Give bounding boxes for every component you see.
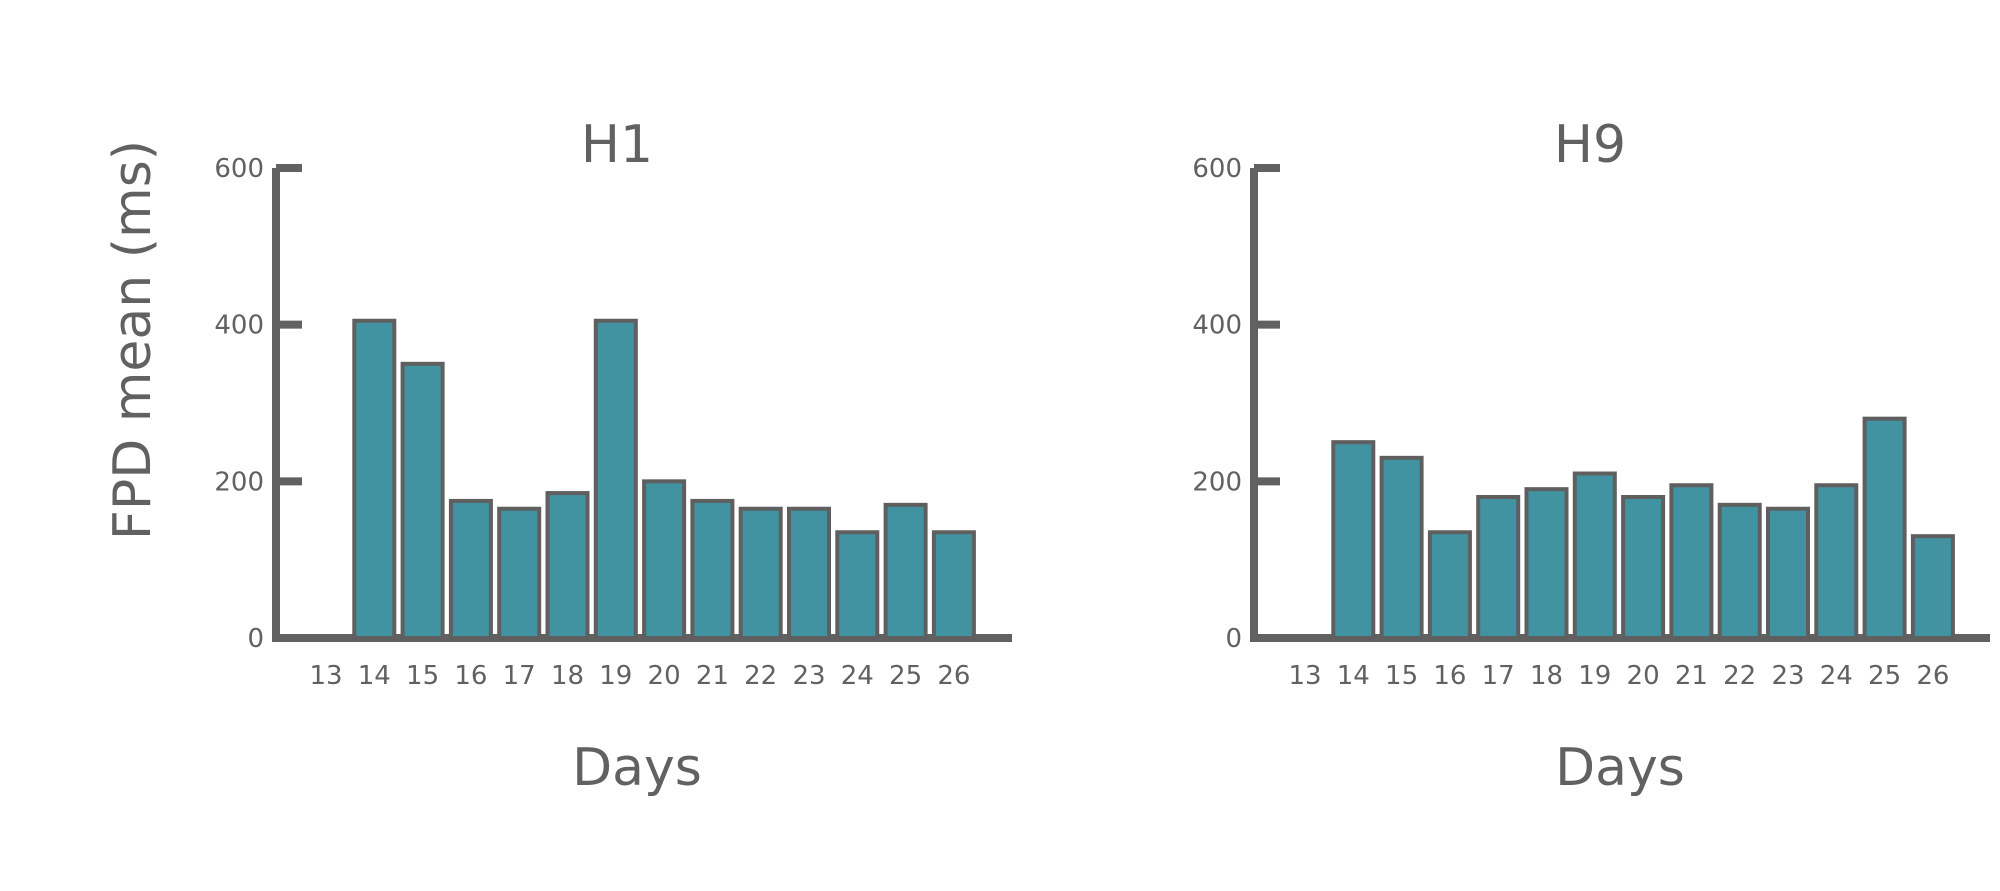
bar bbox=[352, 318, 397, 640]
x-tick-label: 18 bbox=[551, 661, 584, 691]
x-axis-label: Days bbox=[1555, 738, 1685, 798]
chart-panel-h1: H1 Days 0 200 400 600 13 14 15 16 17 18 19 20 21 22 23… bbox=[214, 115, 1012, 798]
bar bbox=[1862, 416, 1907, 640]
bar bbox=[883, 502, 928, 641]
x-tick-label: 14 bbox=[358, 661, 391, 691]
bar bbox=[1717, 502, 1762, 641]
x-tick-label: 23 bbox=[792, 661, 825, 691]
bar bbox=[835, 530, 880, 640]
x-tick-label: 22 bbox=[1723, 661, 1756, 691]
x-tick-label: 13 bbox=[309, 661, 342, 691]
x-tick-label: 19 bbox=[599, 661, 632, 691]
bar bbox=[787, 506, 831, 640]
x-tick-label: 16 bbox=[454, 661, 487, 691]
chart-title: H1 bbox=[581, 115, 653, 175]
y-tick-label: 200 bbox=[1192, 467, 1242, 497]
x-tick-label: 25 bbox=[1868, 661, 1901, 691]
bar bbox=[1331, 440, 1376, 640]
x-tick-label: 20 bbox=[648, 661, 681, 691]
bar bbox=[690, 498, 735, 640]
bar bbox=[1621, 495, 1666, 640]
x-tick-label: 23 bbox=[1771, 661, 1804, 691]
y-axis-label: FPD mean (ms) bbox=[103, 140, 163, 540]
y-tick-label: 600 bbox=[214, 154, 264, 184]
bar bbox=[1814, 483, 1859, 640]
x-tick-label: 15 bbox=[406, 661, 439, 691]
bar bbox=[1669, 483, 1714, 640]
bar bbox=[642, 479, 687, 641]
chart-title: H9 bbox=[1554, 115, 1626, 175]
x-tick-label: 16 bbox=[1433, 661, 1466, 691]
x-tick-label: 26 bbox=[1916, 661, 1949, 691]
bar bbox=[1524, 487, 1569, 640]
bar bbox=[1572, 471, 1617, 640]
bar bbox=[1766, 506, 1810, 640]
x-tick-label: 24 bbox=[841, 661, 874, 691]
bar bbox=[1427, 530, 1472, 640]
x-tick-label: 22 bbox=[744, 661, 777, 691]
x-tick-label: 17 bbox=[503, 661, 536, 691]
bar bbox=[1476, 495, 1521, 640]
x-tick-label: 21 bbox=[696, 661, 729, 691]
y-tick-label: 0 bbox=[1225, 624, 1242, 654]
bar bbox=[1910, 534, 1955, 641]
x-axis-label: Days bbox=[572, 738, 702, 798]
x-tick-label: 13 bbox=[1288, 661, 1321, 691]
bar bbox=[931, 530, 976, 640]
y-tick-label: 0 bbox=[247, 624, 264, 654]
y-tick-label: 400 bbox=[1192, 311, 1242, 341]
x-tick-label: 24 bbox=[1820, 661, 1853, 691]
bar bbox=[497, 506, 542, 640]
y-tick-label: 600 bbox=[1192, 154, 1242, 184]
x-tick-label: 19 bbox=[1578, 661, 1611, 691]
x-tick-label: 14 bbox=[1337, 661, 1370, 691]
bar bbox=[738, 506, 783, 640]
chart-panel-h9: H9 Days 0 200 400 600 13 14 15 16 17 18 19 20 21 22 23… bbox=[1192, 115, 1990, 798]
bar bbox=[448, 498, 493, 640]
x-tick-label: 17 bbox=[1482, 661, 1515, 691]
y-tick-label: 400 bbox=[214, 311, 264, 341]
x-tick-label: 18 bbox=[1530, 661, 1563, 691]
bar bbox=[1379, 455, 1424, 641]
bar bbox=[593, 318, 638, 640]
x-tick-label: 21 bbox=[1675, 661, 1708, 691]
x-tick-label: 26 bbox=[937, 661, 970, 691]
bar bbox=[400, 361, 445, 640]
y-tick-label: 200 bbox=[214, 467, 264, 497]
x-tick-label: 20 bbox=[1627, 661, 1660, 691]
x-tick-label: 15 bbox=[1385, 661, 1418, 691]
x-tick-label: 25 bbox=[889, 661, 922, 691]
bar bbox=[545, 491, 590, 641]
